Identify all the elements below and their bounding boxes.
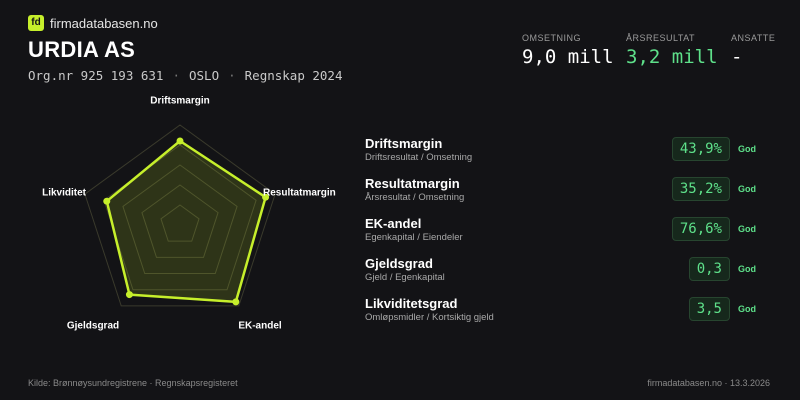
figure-rating: God xyxy=(738,224,756,234)
radar-point xyxy=(103,197,111,205)
grid-ring xyxy=(84,124,276,307)
city: OSLO xyxy=(189,68,220,83)
radar-point xyxy=(262,193,270,201)
axis-label: Gjeldsgrad xyxy=(67,321,119,332)
figure-value: 43,9% xyxy=(671,137,730,161)
radar-point xyxy=(232,298,240,306)
grid-ring xyxy=(160,204,200,242)
figure-name: Likviditetsgrad xyxy=(365,296,458,311)
figure-name: EK-andel xyxy=(365,216,422,231)
radar-point xyxy=(125,291,133,299)
footer-source: Kilde: Brønnøysundregistrene · Regnskaps… xyxy=(28,378,238,388)
figure-formula: Årsresultat / Omsetning xyxy=(365,192,465,203)
fiscal-year: Regnskap 2024 xyxy=(244,68,343,83)
metric-value: - xyxy=(731,46,743,68)
metric-value: 3,2 mill xyxy=(626,46,718,68)
axis-label: Driftsmargin xyxy=(150,96,209,107)
radar-area xyxy=(105,139,267,304)
figure-name: Gjeldsgrad xyxy=(365,256,433,271)
metric-value: 9,0 mill xyxy=(522,46,614,68)
axis-label: Likviditet xyxy=(42,188,87,199)
grid-ring xyxy=(122,164,238,275)
figure-value: 3,5 xyxy=(688,297,730,321)
axis-label: Resultatmargin xyxy=(263,188,336,199)
figure-formula: Driftsresultat / Omsetning xyxy=(365,152,473,163)
figure-rating: God xyxy=(738,184,756,194)
footer-site: firmadatabasen.no · 13.3.2026 xyxy=(647,378,770,388)
org-number: Org.nr 925 193 631 xyxy=(28,68,164,83)
logo: fd xyxy=(28,15,44,31)
metric-label: ANSATTE xyxy=(731,33,776,43)
grid-ring xyxy=(103,144,257,291)
figure-rating: God xyxy=(738,304,756,314)
metric-label: ÅRSRESULTAT xyxy=(626,33,696,43)
company-details: Org.nr 925 193 631 · OSLO · Regnskap 2024 xyxy=(28,68,343,83)
radar-point xyxy=(176,137,184,145)
figure-name: Driftsmargin xyxy=(365,136,443,151)
figure-name: Resultatmargin xyxy=(365,176,460,191)
figure-formula: Egenkapital / Eiendeler xyxy=(365,232,463,243)
brand-name: firmadatabasen.no xyxy=(50,16,158,31)
figure-rating: God xyxy=(738,264,756,274)
figure-value: 0,3 xyxy=(688,257,730,281)
figure-value: 76,6% xyxy=(671,217,730,241)
figure-formula: Gjeld / Egenkapital xyxy=(365,272,445,283)
figure-formula: Omløpsmidler / Kortsiktig gjeld xyxy=(365,312,494,323)
axis-label: EK-andel xyxy=(238,321,282,332)
metric-label: OMSETNING xyxy=(522,33,582,43)
figure-rating: God xyxy=(738,144,756,154)
figure-value: 35,2% xyxy=(671,177,730,201)
company-name: URDIA AS xyxy=(28,37,136,62)
radar-chart: Driftsmargin Resultatmargin EK-andel Gjelds… xyxy=(42,96,336,332)
grid-ring xyxy=(141,184,219,258)
